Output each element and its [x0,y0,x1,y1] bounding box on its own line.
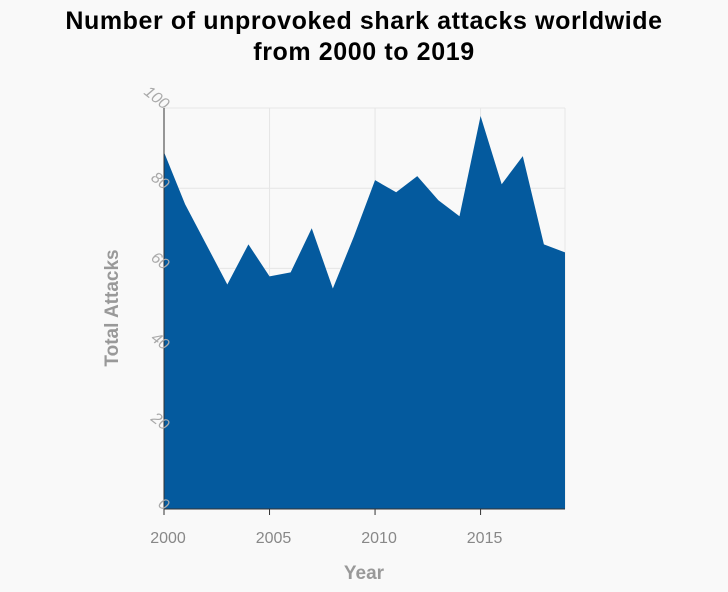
x-tick-label: 2000 [150,530,186,547]
x-tick-label: 2015 [467,530,503,547]
x-tick-label: 2005 [256,530,292,547]
y-axis-title: Total Attacks [102,249,123,366]
x-axis-title: Year [344,563,385,584]
x-tick-label: 2010 [361,530,397,547]
